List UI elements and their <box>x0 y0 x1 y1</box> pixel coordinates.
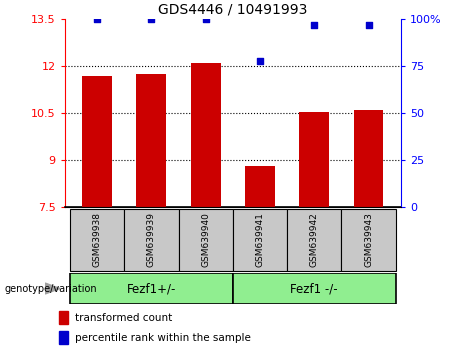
Text: GSM639942: GSM639942 <box>310 212 319 267</box>
Bar <box>82 76 112 207</box>
Text: GSM639943: GSM639943 <box>364 212 373 267</box>
Point <box>202 17 209 22</box>
Polygon shape <box>45 283 60 294</box>
Bar <box>59 312 68 324</box>
Text: GSM639941: GSM639941 <box>255 212 265 267</box>
Bar <box>59 331 68 344</box>
Text: GSM639938: GSM639938 <box>93 212 101 267</box>
Bar <box>70 273 233 304</box>
Point <box>365 22 372 28</box>
Bar <box>233 273 396 304</box>
Bar <box>299 112 329 207</box>
Text: Fezf1+/-: Fezf1+/- <box>127 282 176 295</box>
Bar <box>341 209 396 271</box>
Point <box>148 17 155 22</box>
Bar <box>178 209 233 271</box>
Title: GDS4446 / 10491993: GDS4446 / 10491993 <box>158 3 307 17</box>
Text: percentile rank within the sample: percentile rank within the sample <box>75 333 251 343</box>
Text: Fezf1 -/-: Fezf1 -/- <box>290 282 338 295</box>
Text: transformed count: transformed count <box>75 313 172 323</box>
Bar <box>124 209 178 271</box>
Point <box>94 17 101 22</box>
Text: genotype/variation: genotype/variation <box>5 284 97 293</box>
Bar <box>287 209 341 271</box>
Bar <box>191 63 221 207</box>
Bar <box>70 209 124 271</box>
Bar <box>233 209 287 271</box>
Point <box>256 58 264 64</box>
Text: GSM639939: GSM639939 <box>147 212 156 267</box>
Point <box>311 22 318 28</box>
Bar <box>245 166 275 207</box>
Bar <box>354 110 384 207</box>
Text: GSM639940: GSM639940 <box>201 212 210 267</box>
Bar <box>136 74 166 207</box>
